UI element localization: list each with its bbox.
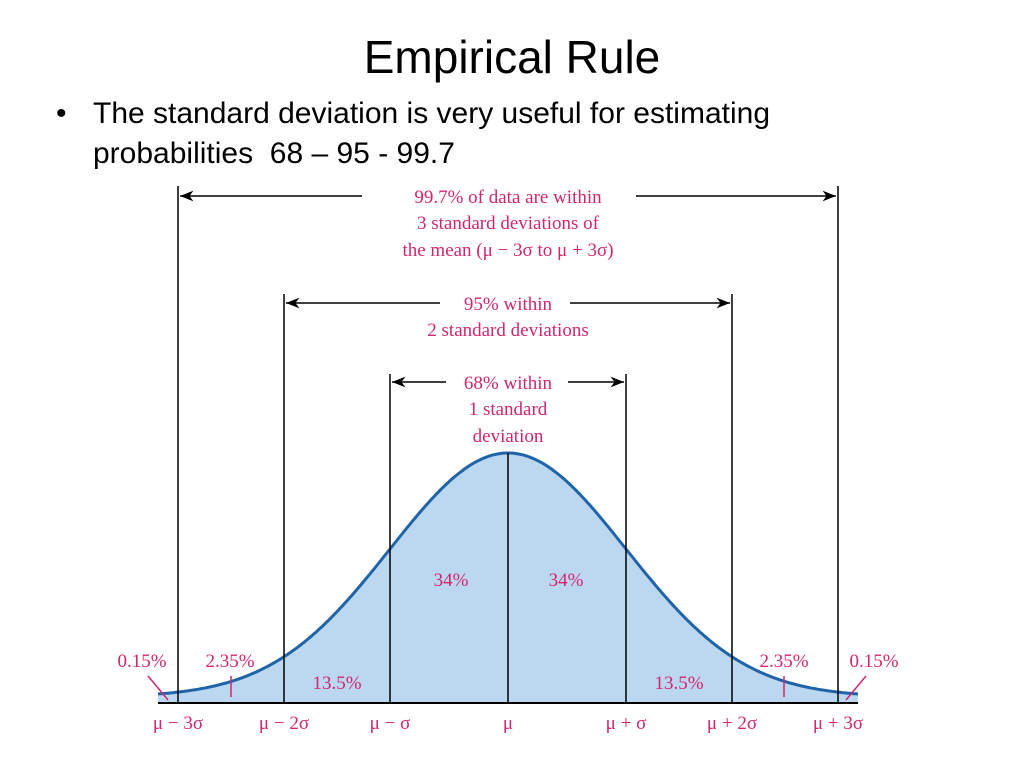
range-1sd-label-line-3: deviation: [473, 426, 544, 447]
region-label-left-2-3: 2.35%: [205, 651, 254, 672]
slide-title: Empirical Rule: [363, 31, 661, 83]
region-label-left-0-1: 34%: [434, 570, 469, 591]
region-label-left-tail: 0.15%: [117, 651, 166, 672]
axis-label-plus-1sd: μ + σ: [606, 713, 647, 734]
range-1sd-label-line-2: 1 standard: [469, 399, 548, 420]
axis-label-minus-1sd: μ − σ: [370, 713, 411, 734]
range-2sd-label-line-1: 95% within: [464, 294, 553, 315]
range-3sd-label-line-2: 3 standard deviations of: [417, 213, 600, 234]
range-3sd-label-line-3: the mean (μ − 3σ to μ + 3σ): [402, 240, 613, 261]
range-1sd-label-line-1: 68% within: [464, 373, 553, 394]
bullet-line-1: The standard deviation is very useful fo…: [93, 97, 771, 130]
axis-label-mean: μ: [503, 713, 513, 734]
range-3sd-label-line-1: 99.7% of data are within: [414, 187, 602, 208]
axis-label-plus-2sd: μ + 2σ: [707, 713, 757, 734]
bullet-text: The standard deviation is very useful fo…: [93, 94, 923, 174]
region-label-right-2-3: 2.35%: [759, 651, 808, 672]
axis-label-minus-2sd: μ − 2σ: [259, 713, 309, 734]
range-2sd-label-line-2: 2 standard deviations: [427, 320, 588, 341]
axis-label-minus-3sd: μ − 3σ: [153, 713, 203, 734]
bullet-line-2: probabilities 68 – 95 - 99.7: [93, 137, 455, 170]
region-label-left-1-2: 13.5%: [312, 673, 361, 694]
axis-label-plus-3sd: μ + 3σ: [813, 713, 863, 734]
bullet-marker: •: [56, 97, 67, 130]
region-label-right-0-1: 34%: [549, 570, 584, 591]
leader-left-tail: [147, 675, 169, 701]
region-label-right-1-2: 13.5%: [654, 673, 703, 694]
leader-right-tail: [845, 675, 867, 701]
region-label-right-tail: 0.15%: [849, 651, 898, 672]
